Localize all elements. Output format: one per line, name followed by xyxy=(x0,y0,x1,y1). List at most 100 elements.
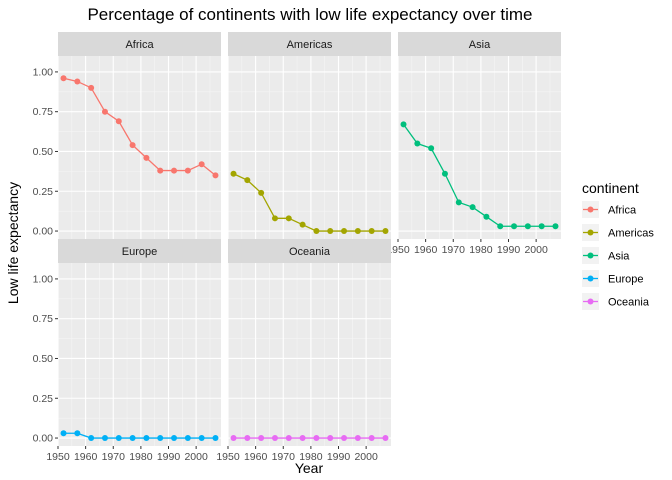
data-point-americas-1977 xyxy=(299,221,306,228)
data-point-europe-1957 xyxy=(74,430,81,437)
x-tick-label: 2000 xyxy=(354,451,378,463)
x-tick-label: 2000 xyxy=(524,244,548,256)
legend-title: continent xyxy=(582,180,639,196)
data-point-europe-1982 xyxy=(143,435,150,442)
data-point-africa-1977 xyxy=(129,142,136,149)
data-point-americas-1992 xyxy=(341,228,348,235)
legend-item-americas: Americas xyxy=(582,224,654,241)
strip-americas xyxy=(228,32,391,56)
data-point-oceania-2002 xyxy=(368,435,375,442)
data-point-europe-1992 xyxy=(171,435,178,442)
data-point-americas-2002 xyxy=(368,228,375,235)
data-point-oceania-1987 xyxy=(327,435,334,442)
data-point-americas-1972 xyxy=(285,215,292,222)
x-tick-label: 1950 xyxy=(386,244,410,256)
data-point-africa-1997 xyxy=(184,167,191,174)
legend-item-asia: Asia xyxy=(582,247,630,264)
legend: continent Africa Americas Asia Europe Oceani… xyxy=(582,180,654,310)
x-tick-label: 1970 xyxy=(272,451,296,463)
x-tick-label: 2000 xyxy=(184,451,208,463)
y-tick-label: 0.00 xyxy=(33,226,54,238)
y-tick-label: 1.00 xyxy=(33,66,54,78)
panel-americas: Americas xyxy=(227,32,391,239)
data-point-africa-2002 xyxy=(198,161,205,168)
legend-label-asia: Asia xyxy=(608,251,630,263)
y-tick-label: 0.00 xyxy=(33,433,54,445)
y-tick-label: 1.00 xyxy=(33,273,54,285)
data-point-asia-1987 xyxy=(497,223,504,230)
x-tick-label: 1980 xyxy=(129,451,153,463)
data-point-africa-1982 xyxy=(143,154,150,161)
data-point-europe-1972 xyxy=(115,435,122,442)
x-tick-label: 1990 xyxy=(157,451,181,463)
data-point-asia-1992 xyxy=(511,223,518,230)
x-tick-label: 1950 xyxy=(46,451,70,463)
x-tick-label: 1960 xyxy=(414,244,438,256)
data-point-americas-1987 xyxy=(327,228,334,235)
data-point-americas-1967 xyxy=(271,215,278,222)
legend-key-point-africa xyxy=(587,206,594,213)
data-point-oceania-1992 xyxy=(341,435,348,442)
x-tick-label: 1990 xyxy=(327,451,351,463)
data-point-africa-1962 xyxy=(88,84,95,91)
data-point-europe-2002 xyxy=(198,435,205,442)
data-point-oceania-1952 xyxy=(230,435,237,442)
data-point-oceania-2007 xyxy=(382,435,389,442)
legend-key-point-asia xyxy=(587,252,594,259)
strip-africa xyxy=(58,32,221,56)
legend-label-oceania: Oceania xyxy=(608,297,650,309)
legend-key-point-oceania xyxy=(587,298,594,305)
data-point-americas-1997 xyxy=(354,228,361,235)
data-point-europe-1997 xyxy=(184,435,191,442)
data-point-africa-1957 xyxy=(74,78,81,85)
y-tick-label: 0.50 xyxy=(33,353,54,365)
data-point-americas-2007 xyxy=(382,228,389,235)
legend-items: Africa Americas Asia Europe Oceania xyxy=(582,201,654,310)
data-point-oceania-1962 xyxy=(258,435,265,442)
data-point-europe-1977 xyxy=(129,435,136,442)
x-tick-label: 1980 xyxy=(469,244,493,256)
data-point-africa-2007 xyxy=(212,172,219,179)
x-tick-label: 1980 xyxy=(299,451,323,463)
x-tick-label: 1960 xyxy=(74,451,98,463)
facet-panels: Africa 0.00 0.25 0.50 0.75 1.00 Americas Asia 19… xyxy=(33,32,561,463)
y-tick-label: 0.50 xyxy=(33,146,54,158)
data-point-europe-1967 xyxy=(101,435,108,442)
data-point-africa-1987 xyxy=(157,167,164,174)
x-axis-title: Year xyxy=(295,460,324,476)
data-point-asia-1972 xyxy=(455,199,462,206)
x-tick-label: 1950 xyxy=(216,451,240,463)
legend-key-point-americas xyxy=(587,229,594,236)
x-tick-label: 1960 xyxy=(244,451,268,463)
strip-europe xyxy=(58,239,221,263)
data-point-americas-1957 xyxy=(244,177,251,184)
data-point-europe-1962 xyxy=(88,435,95,442)
data-point-asia-1952 xyxy=(400,121,407,128)
legend-item-oceania: Oceania xyxy=(582,293,650,310)
y-axis-title: Low life expectancy xyxy=(5,182,21,304)
data-point-asia-1962 xyxy=(428,145,435,152)
strip-oceania xyxy=(228,239,391,263)
x-tick-label: 1970 xyxy=(102,451,126,463)
data-point-africa-1992 xyxy=(171,167,178,174)
y-tick-label: 0.75 xyxy=(33,313,54,325)
data-point-oceania-1972 xyxy=(285,435,292,442)
strip-label-asia: Asia xyxy=(469,39,491,51)
legend-label-africa: Africa xyxy=(608,205,637,217)
chart-title: Percentage of continents with low life e… xyxy=(87,5,532,24)
data-point-oceania-1997 xyxy=(354,435,361,442)
panel-africa: Africa 0.00 0.25 0.50 0.75 1.00 xyxy=(33,32,221,239)
legend-key-point-europe xyxy=(587,275,594,282)
data-point-europe-1952 xyxy=(60,430,67,437)
legend-label-americas: Americas xyxy=(608,228,654,240)
data-point-oceania-1967 xyxy=(271,435,278,442)
data-point-africa-1967 xyxy=(101,108,108,115)
data-point-africa-1952 xyxy=(60,75,67,82)
y-tick-label: 0.25 xyxy=(33,393,54,405)
data-point-americas-1962 xyxy=(258,189,265,196)
data-point-asia-1957 xyxy=(414,140,421,147)
